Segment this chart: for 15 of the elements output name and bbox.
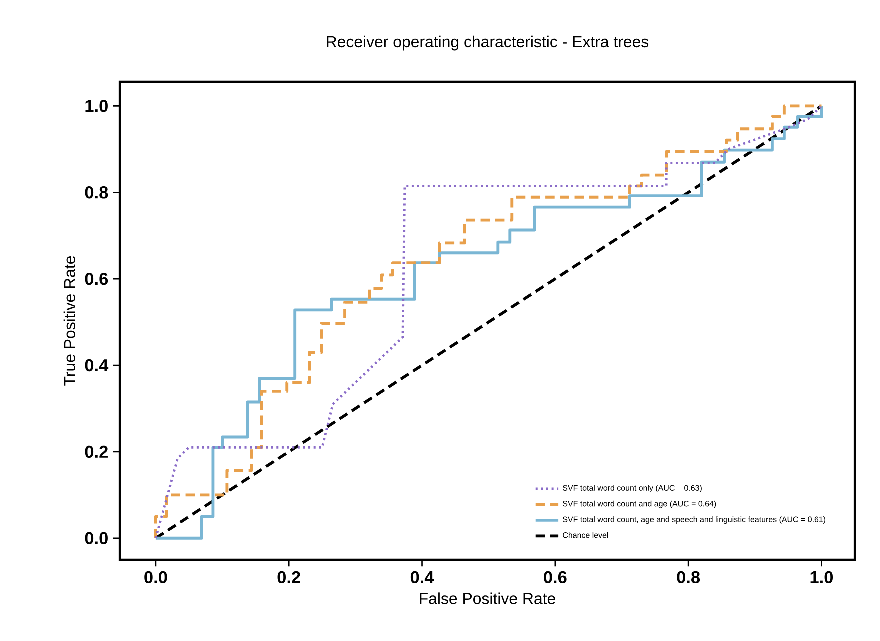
y-tick-label: 1.0 (86, 100, 108, 112)
y-tick-label: 0.0 (85, 532, 108, 544)
x-tick-label: 0.4 (410, 571, 434, 584)
x-axis-title: False Positive Rate (420, 592, 556, 604)
y-tick-label: 0.8 (85, 186, 108, 199)
y-tick-label: 0.2 (85, 446, 108, 458)
y-tick-label: 0.6 (85, 272, 108, 286)
x-tick-label: 1.0 (810, 571, 834, 584)
x-tick-label: 0.8 (677, 571, 700, 584)
x-tick-label: 0.2 (278, 571, 300, 584)
chart-title: Receiver operating characteristic - Extra trees (327, 36, 649, 51)
y-tick-label: 0.4 (85, 359, 109, 372)
y-axis-title: True Positive Rate (64, 256, 76, 386)
x-tick-label: 0.0 (144, 571, 168, 584)
x-tick-label: 0.6 (544, 571, 567, 584)
